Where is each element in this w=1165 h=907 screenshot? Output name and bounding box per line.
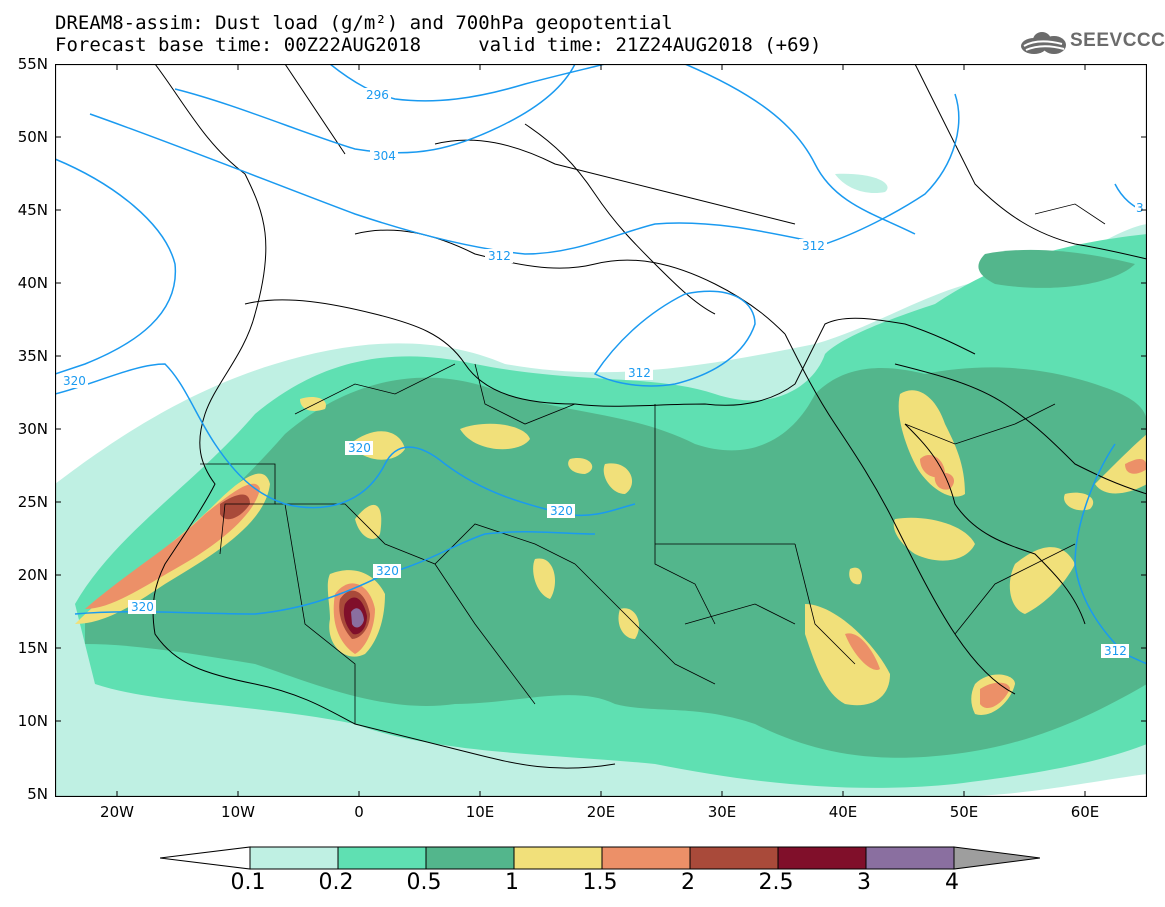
colorbar-cell bbox=[249, 846, 339, 870]
map-title: DREAM8-assim: Dust load (g/m²) and 700hP… bbox=[55, 12, 673, 34]
contour-label: 312 bbox=[799, 239, 827, 253]
contour-labels: 296 304 312 312 312 312 bbox=[60, 88, 1147, 658]
lat-label: 30N bbox=[17, 420, 48, 438]
contour-label: 320 bbox=[128, 600, 156, 614]
lat-label: 5N bbox=[27, 785, 48, 803]
contour-label: 312 bbox=[1101, 644, 1129, 658]
svg-text:320: 320 bbox=[63, 374, 86, 388]
svg-text:312: 312 bbox=[488, 249, 511, 263]
colorbar-cell bbox=[601, 846, 691, 870]
lon-label: 50E bbox=[949, 803, 979, 821]
contour-label: 320 bbox=[60, 374, 88, 388]
lat-label: 50N bbox=[17, 128, 48, 146]
contour-label: 320 bbox=[373, 564, 401, 578]
lat-label: 15N bbox=[17, 639, 48, 657]
contour-label: 320 bbox=[547, 504, 575, 518]
lon-label: 20W bbox=[100, 803, 134, 821]
lon-label: 30E bbox=[707, 803, 737, 821]
svg-text:312: 312 bbox=[628, 366, 651, 380]
contour-label: 304 bbox=[370, 149, 398, 163]
map-border bbox=[55, 64, 1147, 797]
lat-label: 55N bbox=[17, 55, 48, 73]
lat-label: 45N bbox=[17, 201, 48, 219]
svg-text:320: 320 bbox=[131, 600, 154, 614]
dust-load-map: 296 304 312 312 312 312 bbox=[55, 64, 1147, 797]
lat-label: 20N bbox=[17, 566, 48, 584]
colorbar-label: 4 bbox=[945, 870, 959, 895]
colorbar-cell bbox=[337, 846, 427, 870]
contour-label: 312 bbox=[485, 249, 513, 263]
colorbar-high-arrow bbox=[953, 846, 1040, 870]
forecast-time-line: Forecast base time: 00Z22AUG2018 valid t… bbox=[55, 34, 822, 56]
colorbar-cell bbox=[865, 846, 955, 870]
svg-text:320: 320 bbox=[376, 564, 399, 578]
colorbar-cell bbox=[425, 846, 515, 870]
lon-label: 60E bbox=[1070, 803, 1100, 821]
lon-label: 40E bbox=[828, 803, 858, 821]
lat-label: 25N bbox=[17, 493, 48, 511]
svg-text:320: 320 bbox=[348, 441, 371, 455]
seevccc-logo bbox=[1021, 32, 1066, 54]
contour-label: 312 bbox=[625, 366, 653, 380]
lat-label: 10N bbox=[17, 712, 48, 730]
colorbar-label: 1.5 bbox=[582, 870, 618, 895]
cloud-icon bbox=[1021, 32, 1066, 54]
svg-text:304: 304 bbox=[373, 149, 396, 163]
dust-fields: 296 304 312 312 312 312 bbox=[55, 64, 1147, 797]
colorbar-cell bbox=[689, 846, 779, 870]
lat-label: 35N bbox=[17, 347, 48, 365]
colorbar-cell bbox=[513, 846, 603, 870]
contour-label: 296 bbox=[363, 88, 391, 102]
colorbar-low-arrow bbox=[160, 846, 251, 870]
colorbar bbox=[160, 846, 1040, 870]
colorbar-cell bbox=[777, 846, 867, 870]
colorbar-label: 1 bbox=[505, 870, 519, 895]
colorbar-label: 0.1 bbox=[230, 870, 266, 895]
colorbar-label: 2 bbox=[681, 870, 695, 895]
country-borders bbox=[200, 203, 1106, 724]
svg-text:312: 312 bbox=[1104, 644, 1127, 658]
lon-label: 10W bbox=[221, 803, 255, 821]
dust-area-3 bbox=[351, 608, 364, 628]
colorbar-cells bbox=[249, 846, 955, 870]
lat-label: 40N bbox=[17, 274, 48, 292]
lon-label: 20E bbox=[586, 803, 616, 821]
geopotential-contours bbox=[55, 64, 1147, 665]
colorbar-label: 0.2 bbox=[318, 870, 354, 895]
colorbar-label: 3 bbox=[857, 870, 871, 895]
svg-text:296: 296 bbox=[366, 88, 389, 102]
lon-label: 0 bbox=[354, 803, 364, 821]
colorbar-label: 2.5 bbox=[758, 870, 794, 895]
svg-text:3: 3 bbox=[1136, 201, 1144, 215]
svg-text:320: 320 bbox=[550, 504, 573, 518]
contour-label: 3 bbox=[1135, 201, 1147, 215]
contour-label: 320 bbox=[345, 441, 373, 455]
lon-label: 10E bbox=[465, 803, 495, 821]
logo-text: SEEVCCC bbox=[1070, 30, 1165, 51]
colorbar-label: 0.5 bbox=[406, 870, 442, 895]
svg-text:312: 312 bbox=[802, 239, 825, 253]
